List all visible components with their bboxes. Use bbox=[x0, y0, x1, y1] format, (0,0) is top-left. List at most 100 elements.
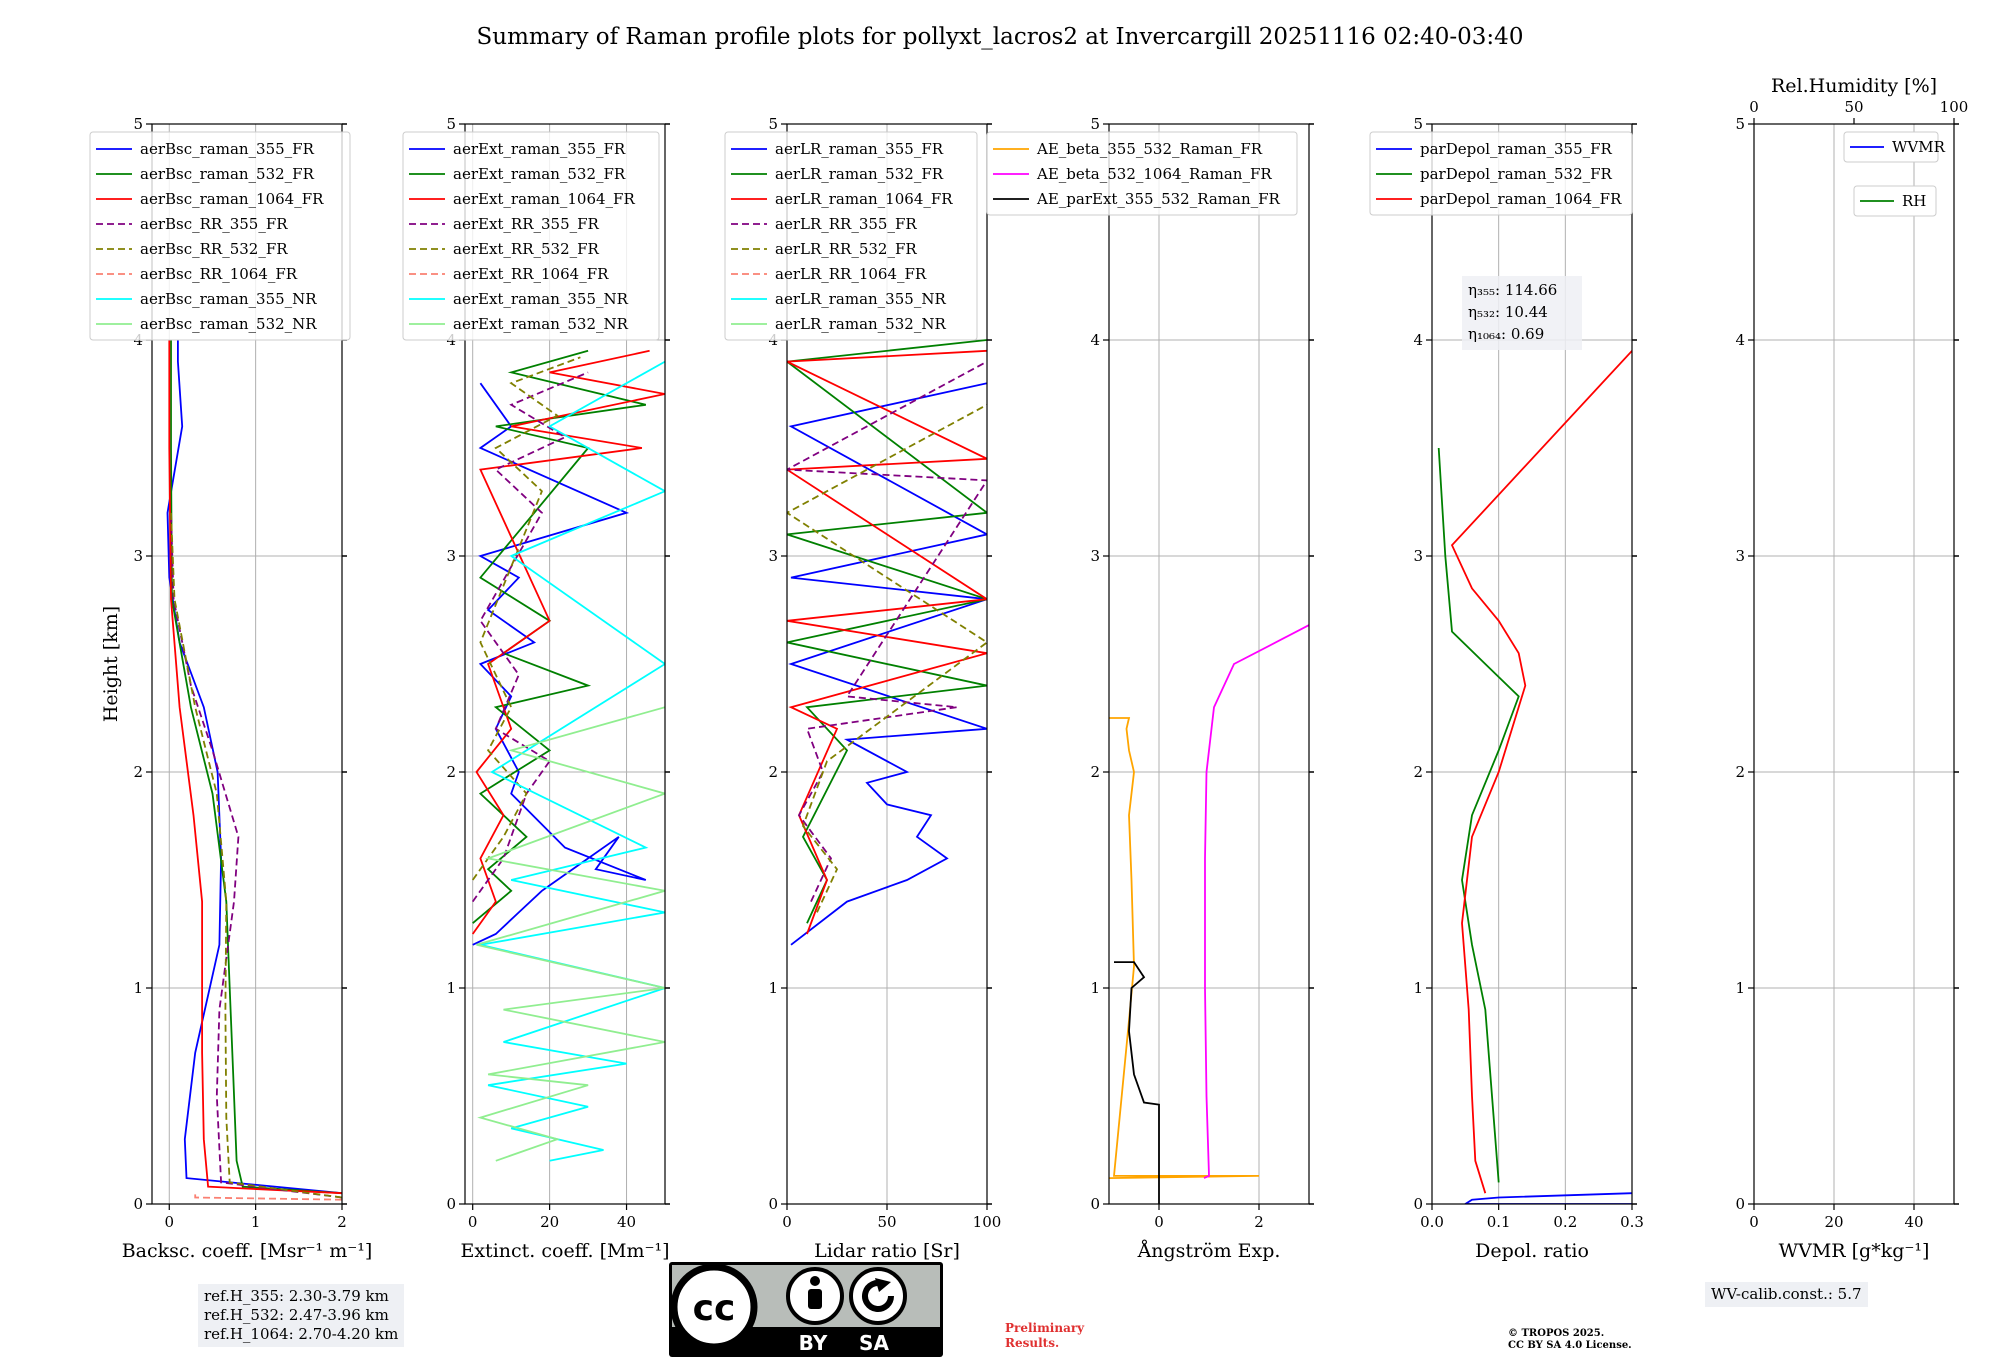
axes-frame bbox=[464, 123, 666, 1205]
y-tick-label: 0 bbox=[446, 1195, 456, 1213]
y-tick-label: 0 bbox=[768, 1195, 778, 1213]
x-tick-label: 2 bbox=[337, 1213, 347, 1231]
legend-label: aerLR_raman_532_FR bbox=[775, 165, 944, 183]
legend-label: RH bbox=[1902, 192, 1926, 210]
axes-frame bbox=[151, 123, 343, 1205]
legend-label: AE_parExt_355_532_Raman_FR bbox=[1036, 190, 1281, 208]
y-tick-label: 3 bbox=[1735, 547, 1745, 565]
eta-box bbox=[1462, 276, 1582, 350]
series-line-aerExt_raman_1064_FR bbox=[471, 349, 665, 935]
legend-label: AE_beta_355_532_Raman_FR bbox=[1036, 140, 1263, 158]
legend-label: AE_beta_532_1064_Raman_FR bbox=[1036, 165, 1272, 183]
chart-panel-2: 01234502040Extinct. coeff. [Mm⁻¹]aerExt_… bbox=[402, 115, 670, 1262]
y-tick-label: 1 bbox=[133, 979, 143, 997]
legend-box bbox=[986, 131, 1298, 216]
series-group bbox=[787, 339, 987, 946]
x-tick-label: 1 bbox=[251, 1213, 261, 1231]
x2-tick-label: 0 bbox=[1749, 98, 1759, 116]
legend-label: parDepol_raman_1064_FR bbox=[1420, 190, 1622, 208]
legend-label: aerExt_raman_532_FR bbox=[453, 165, 626, 183]
legend-box bbox=[402, 131, 660, 341]
x-tick-label: 40 bbox=[1904, 1213, 1923, 1231]
x-tick-label: 0 bbox=[1749, 1213, 1759, 1231]
by-person-head bbox=[810, 1276, 820, 1286]
legend-label: aerExt_raman_532_NR bbox=[453, 315, 629, 333]
y-tick-label: 3 bbox=[768, 547, 778, 565]
eta-label: η₃₅₅: 114.66 bbox=[1468, 281, 1557, 299]
legend: AE_beta_355_532_Raman_FR AE_beta_532_1064… bbox=[986, 131, 1298, 216]
legend-label: aerBsc_raman_355_FR bbox=[140, 140, 315, 158]
y-tick-label: 1 bbox=[768, 979, 778, 997]
legend-label: aerLR_RR_355_FR bbox=[775, 215, 917, 233]
chart-panel-3: 012345050100Lidar ratio [Sr]aerLR_raman_… bbox=[724, 115, 1002, 1262]
preliminary-note: Preliminary Results. bbox=[1005, 1321, 1084, 1351]
legend-label: aerBsc_raman_532_FR bbox=[140, 165, 315, 183]
x-axis-label: Ångström Exp. bbox=[1137, 1240, 1281, 1262]
y-tick-label: 5 bbox=[1090, 115, 1100, 133]
axes-frame bbox=[1753, 123, 1955, 1205]
y-tick-label: 0 bbox=[133, 1195, 143, 1213]
legend-label: aerExt_raman_1064_FR bbox=[453, 190, 635, 208]
sa-label: SA bbox=[859, 1331, 889, 1355]
legend-box bbox=[1843, 131, 1939, 163]
legend: aerLR_raman_355_FR aerLR_raman_532_FR aerL… bbox=[724, 131, 978, 341]
cc-circle-icon bbox=[670, 1263, 758, 1351]
y-tick-label: 2 bbox=[768, 763, 778, 781]
chart-panel-4: 0 1 2 3 4 5 0 2 Ångström Exp. AE_beta_355_532_Ram… bbox=[986, 115, 1314, 1262]
y-tick-label: 0 bbox=[1735, 1195, 1745, 1213]
series-line-aerBsc_RR_532_FR bbox=[170, 512, 342, 1199]
y-tick-label: 3 bbox=[1090, 547, 1100, 565]
legend-label: aerExt_RR_1064_FR bbox=[453, 265, 609, 283]
legend-label: aerLR_raman_532_NR bbox=[775, 315, 946, 333]
legend-box bbox=[724, 131, 978, 341]
series-group bbox=[1109, 624, 1309, 1204]
y-tick-label: 5 bbox=[446, 115, 456, 133]
x-tick-label: 2 bbox=[1254, 1213, 1264, 1231]
legend-label: aerBsc_RR_355_FR bbox=[140, 215, 288, 233]
y-tick-label: 4 bbox=[1413, 331, 1423, 349]
x-tick-label: 40 bbox=[617, 1213, 636, 1231]
legend-label: aerExt_RR_532_FR bbox=[453, 240, 600, 258]
series-line-aerBsc_raman_1064_FR bbox=[168, 340, 342, 1195]
x-axis-label: Lidar ratio [Sr] bbox=[814, 1240, 960, 1262]
series-line-AE_beta_355_532_Raman_FR bbox=[1109, 717, 1260, 1179]
x-tick-label: 0.1 bbox=[1487, 1213, 1511, 1231]
x-tick-label: 50 bbox=[877, 1213, 896, 1231]
x-tick-label: 0 bbox=[468, 1213, 478, 1231]
sa-arrow-arc bbox=[862, 1280, 894, 1312]
y-tick-label: 5 bbox=[1413, 115, 1423, 133]
series-group bbox=[1437, 350, 1632, 1204]
series-line-parDepol_raman_1064_FR bbox=[1450, 350, 1632, 1194]
series-line-aerExt_raman_355_NR bbox=[480, 360, 665, 1162]
x2-axis-label: Rel.Humidity [%] bbox=[1771, 75, 1937, 97]
series-line-aerLR_raman_355_FR bbox=[788, 382, 987, 946]
x-tick-label: 0.2 bbox=[1553, 1213, 1577, 1231]
legend-label: parDepol_raman_532_FR bbox=[1420, 165, 1613, 183]
sa-arrow-head bbox=[875, 1278, 891, 1292]
x-tick-label: 20 bbox=[1824, 1213, 1843, 1231]
series-line-parDepol_raman_355_FR bbox=[1463, 1192, 1632, 1204]
x-tick-label: 100 bbox=[973, 1213, 1002, 1231]
eta-label: η₅₃₂: 10.44 bbox=[1468, 303, 1548, 321]
series-line-AE_parExt_355_532_Raman_FR bbox=[1114, 961, 1160, 1204]
copyright-line-1: © TROPOS 2025. bbox=[1508, 1328, 1605, 1339]
y-tick-label: 4 bbox=[1090, 331, 1100, 349]
y-axis-label: Height [km] bbox=[100, 606, 122, 722]
series-line-aerLR_RR_355_FR bbox=[787, 360, 987, 902]
x-tick-label: 0 bbox=[164, 1213, 174, 1231]
series-line-aerExt_raman_532_FR bbox=[472, 349, 647, 924]
series-line-aerBsc_raman_532_FR bbox=[170, 340, 342, 1195]
ref-height-355: ref.H_355: 2.30-3.79 km bbox=[204, 1287, 389, 1305]
cc-logo-text: cc bbox=[693, 1288, 736, 1329]
legend-label: aerBsc_raman_355_NR bbox=[140, 290, 317, 308]
series-line-AE_beta_532_1064_Raman_FR bbox=[1203, 624, 1309, 1179]
legend: aerBsc_raman_355_FR aerBsc_raman_532_FRae… bbox=[89, 131, 351, 341]
legend-label: aerLR_RR_532_FR bbox=[775, 240, 917, 258]
legend-label: aerLR_RR_1064_FR bbox=[775, 265, 927, 283]
by-person-body bbox=[808, 1289, 822, 1309]
eta-annotation: η₃₅₅: 114.66 η₅₃₂: 10.44 η₁₀₆₄: 0.69 bbox=[1462, 276, 1582, 350]
chart-panel-5: 0 1 2 3 4 5 0.0 0.1 0.2 0.3 Depol. ratio parDepol_r… bbox=[1369, 115, 1644, 1262]
x2-tick-label: 50 bbox=[1844, 98, 1863, 116]
legend-label: aerExt_raman_355_FR bbox=[453, 140, 626, 158]
